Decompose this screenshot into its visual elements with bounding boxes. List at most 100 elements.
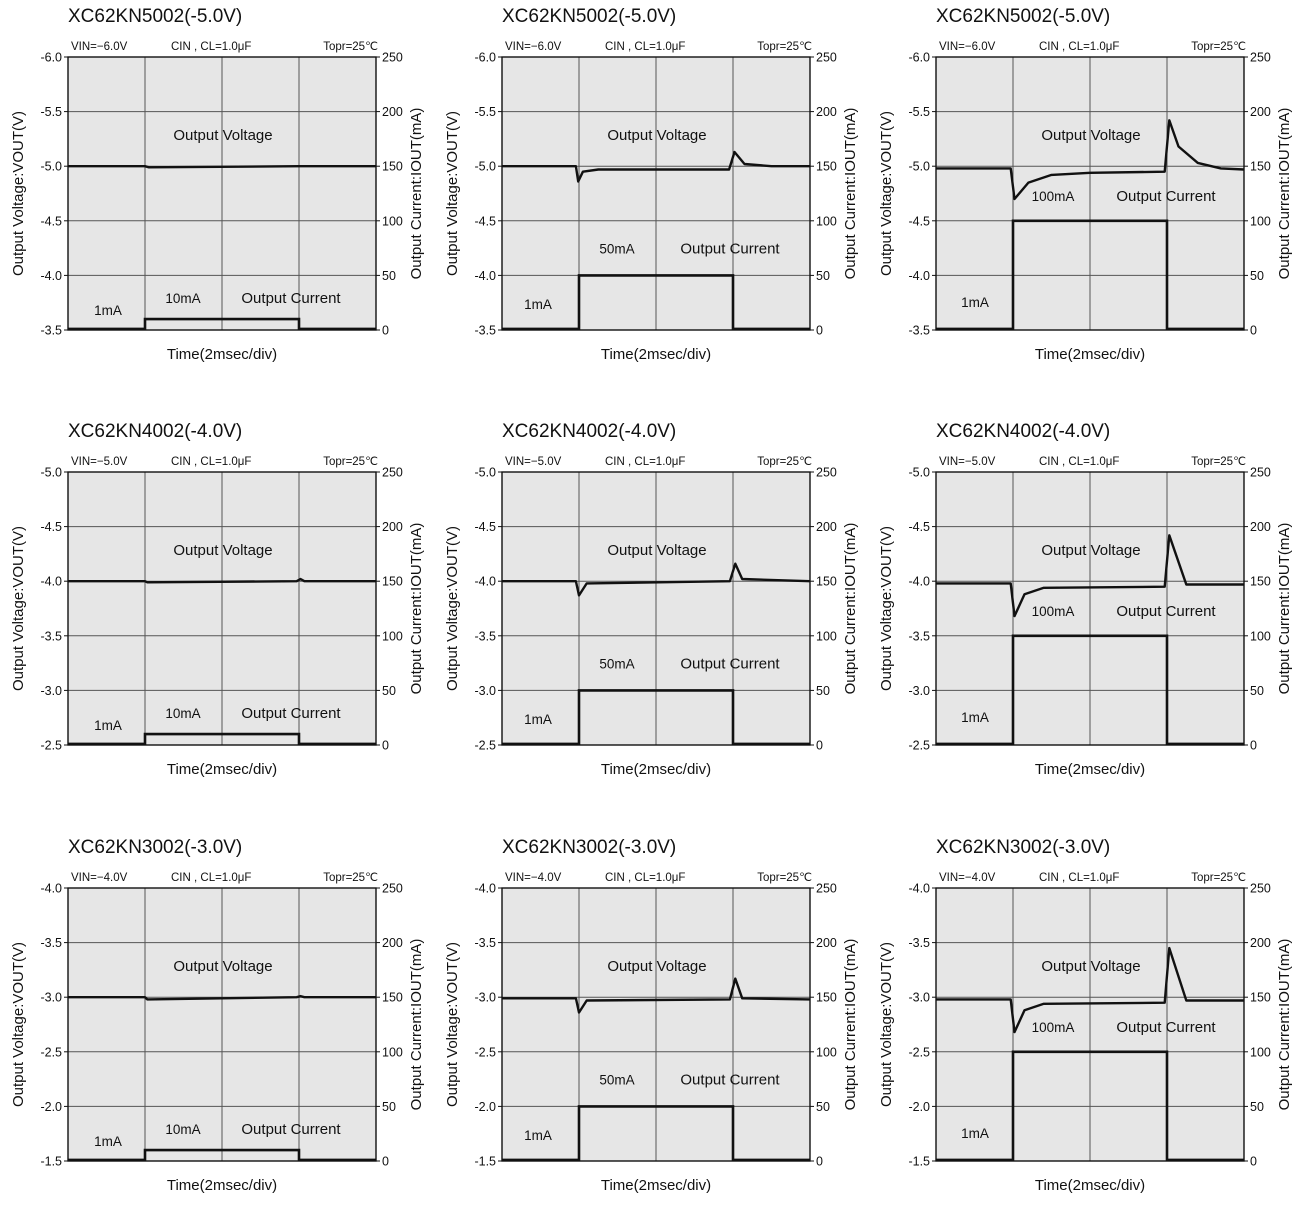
tick-label-left: -4.0	[40, 269, 62, 283]
tick-label-right: 150	[1250, 991, 1271, 1005]
condition-cin-cl: CIN , CL=1.0μF	[1039, 41, 1119, 53]
tick-label-left: -3.5	[40, 629, 62, 643]
step-current-label: 100mA	[1032, 604, 1075, 619]
plot-frame	[501, 471, 811, 746]
tick-label-right: 150	[816, 991, 837, 1005]
x-axis-label: Time(2msec/div)	[1035, 346, 1145, 363]
base-current-label: 1mA	[94, 303, 122, 318]
tick-label-left: -4.5	[40, 214, 62, 228]
tick-label-left: -1.5	[908, 1155, 930, 1169]
chart-title: XC62KN4002(-4.0V)	[936, 421, 1110, 442]
tick-label-right: 50	[816, 269, 830, 283]
x-axis-label: Time(2msec/div)	[1035, 1177, 1145, 1194]
tick-label-left: -5.5	[40, 105, 62, 119]
condition-vin: VIN=−6.0V	[71, 41, 128, 53]
current-trace	[502, 274, 810, 331]
x-axis-label: Time(2msec/div)	[1035, 761, 1145, 778]
current-trace	[936, 219, 1244, 331]
chart-panel-3: XC62KN5002(-5.0V) VIN=−6.0V CIN , CL=1.0μF…	[878, 6, 1293, 363]
tick-label-left: -6.0	[908, 51, 930, 65]
tick-label-left: -6.0	[40, 51, 62, 65]
condition-temp: Topr=25℃	[1191, 872, 1246, 884]
x-axis-label: Time(2msec/div)	[601, 346, 711, 363]
tick-label-left: -5.0	[908, 160, 930, 174]
condition-temp: Topr=25℃	[323, 456, 378, 468]
x-axis-label: Time(2msec/div)	[601, 761, 711, 778]
tick-label-right: 0	[816, 324, 823, 338]
tick-label-left: -1.5	[40, 1155, 62, 1169]
y-axis-label-right: Output Current:IOUT(mA)	[1276, 108, 1293, 280]
tick-label-right: 250	[816, 882, 837, 896]
tick-label-right: 250	[1250, 882, 1271, 896]
tick-label-left: -3.0	[40, 991, 62, 1005]
condition-temp: Topr=25℃	[757, 41, 812, 53]
chart-title: XC62KN4002(-4.0V)	[68, 421, 242, 442]
chart-panel-9: XC62KN3002(-3.0V) VIN=−4.0V CIN , CL=1.0μF…	[878, 837, 1293, 1194]
y-axis-label-right: Output Current:IOUT(mA)	[408, 939, 425, 1111]
output-current-label: Output Current	[1116, 188, 1216, 205]
tick-label-right: 250	[1250, 466, 1271, 480]
y-axis-label-left: Output Voltage:VOUT(V)	[878, 526, 895, 691]
base-current-label: 1mA	[961, 1126, 989, 1141]
tick-label-left: -4.0	[474, 269, 496, 283]
y-axis-label-right: Output Current:IOUT(mA)	[408, 108, 425, 280]
condition-temp: Topr=25℃	[1191, 456, 1246, 468]
condition-temp: Topr=25℃	[323, 872, 378, 884]
current-trace	[502, 689, 810, 746]
tick-label-left: -6.0	[474, 51, 496, 65]
condition-temp: Topr=25℃	[757, 872, 812, 884]
chart-title: XC62KN4002(-4.0V)	[502, 421, 676, 442]
chart-title: XC62KN5002(-5.0V)	[502, 6, 676, 27]
plot-frame	[67, 887, 377, 1162]
tick-label-left: -2.0	[474, 1100, 496, 1114]
current-trace	[68, 1148, 376, 1162]
chart-panel-2: XC62KN5002(-5.0V) VIN=−6.0V CIN , CL=1.0μF…	[444, 6, 859, 363]
step-current-label: 50mA	[599, 241, 634, 256]
base-current-label: 1mA	[524, 1128, 552, 1143]
voltage-trace	[936, 119, 1245, 201]
step-current-label: 100mA	[1032, 189, 1075, 204]
tick-label-right: 100	[382, 214, 403, 228]
chart-title: XC62KN5002(-5.0V)	[936, 6, 1110, 27]
tick-label-left: -4.0	[908, 882, 930, 896]
tick-label-right: 0	[382, 1155, 389, 1169]
plot-frame	[67, 56, 377, 331]
y-axis-label-right: Output Current:IOUT(mA)	[1276, 523, 1293, 695]
output-current-label: Output Current	[680, 655, 780, 672]
step-current-label: 10mA	[165, 1122, 200, 1137]
tick-label-right: 0	[1250, 739, 1257, 753]
tick-label-left: -2.0	[908, 1100, 930, 1114]
y-axis-label-left: Output Voltage:VOUT(V)	[444, 111, 461, 276]
current-trace	[936, 634, 1244, 746]
tick-label-left: -3.0	[474, 684, 496, 698]
step-current-label: 50mA	[599, 656, 634, 671]
tick-label-right: 200	[1250, 520, 1271, 534]
tick-label-right: 50	[382, 1100, 396, 1114]
output-voltage-label: Output Voltage	[607, 958, 706, 975]
chart-title: XC62KN5002(-5.0V)	[68, 6, 242, 27]
tick-label-right: 250	[1250, 51, 1271, 65]
plot-frame	[935, 887, 1245, 1162]
step-current-label: 50mA	[599, 1072, 634, 1087]
tick-label-right: 250	[382, 882, 403, 896]
y-axis-label-right: Output Current:IOUT(mA)	[842, 108, 859, 280]
tick-label-right: 100	[816, 214, 837, 228]
x-axis-label: Time(2msec/div)	[167, 346, 277, 363]
condition-cin-cl: CIN , CL=1.0μF	[171, 872, 251, 884]
output-voltage-label: Output Voltage	[1041, 542, 1140, 559]
y-axis-label-left: Output Voltage:VOUT(V)	[10, 526, 27, 691]
tick-label-right: 250	[816, 51, 837, 65]
voltage-trace	[68, 164, 376, 169]
y-axis-label-left: Output Voltage:VOUT(V)	[10, 111, 27, 276]
tick-label-right: 0	[382, 324, 389, 338]
tick-label-right: 250	[816, 466, 837, 480]
chart-title: XC62KN3002(-3.0V)	[68, 837, 242, 858]
y-axis-label-left: Output Voltage:VOUT(V)	[10, 942, 27, 1107]
plot-frame	[501, 56, 811, 331]
condition-cin-cl: CIN , CL=1.0μF	[605, 456, 685, 468]
tick-label-left: -3.5	[908, 324, 930, 338]
tick-label-right: 150	[1250, 575, 1271, 589]
tick-label-left: -2.5	[40, 739, 62, 753]
tick-label-right: 50	[816, 684, 830, 698]
tick-label-left: -5.0	[474, 160, 496, 174]
